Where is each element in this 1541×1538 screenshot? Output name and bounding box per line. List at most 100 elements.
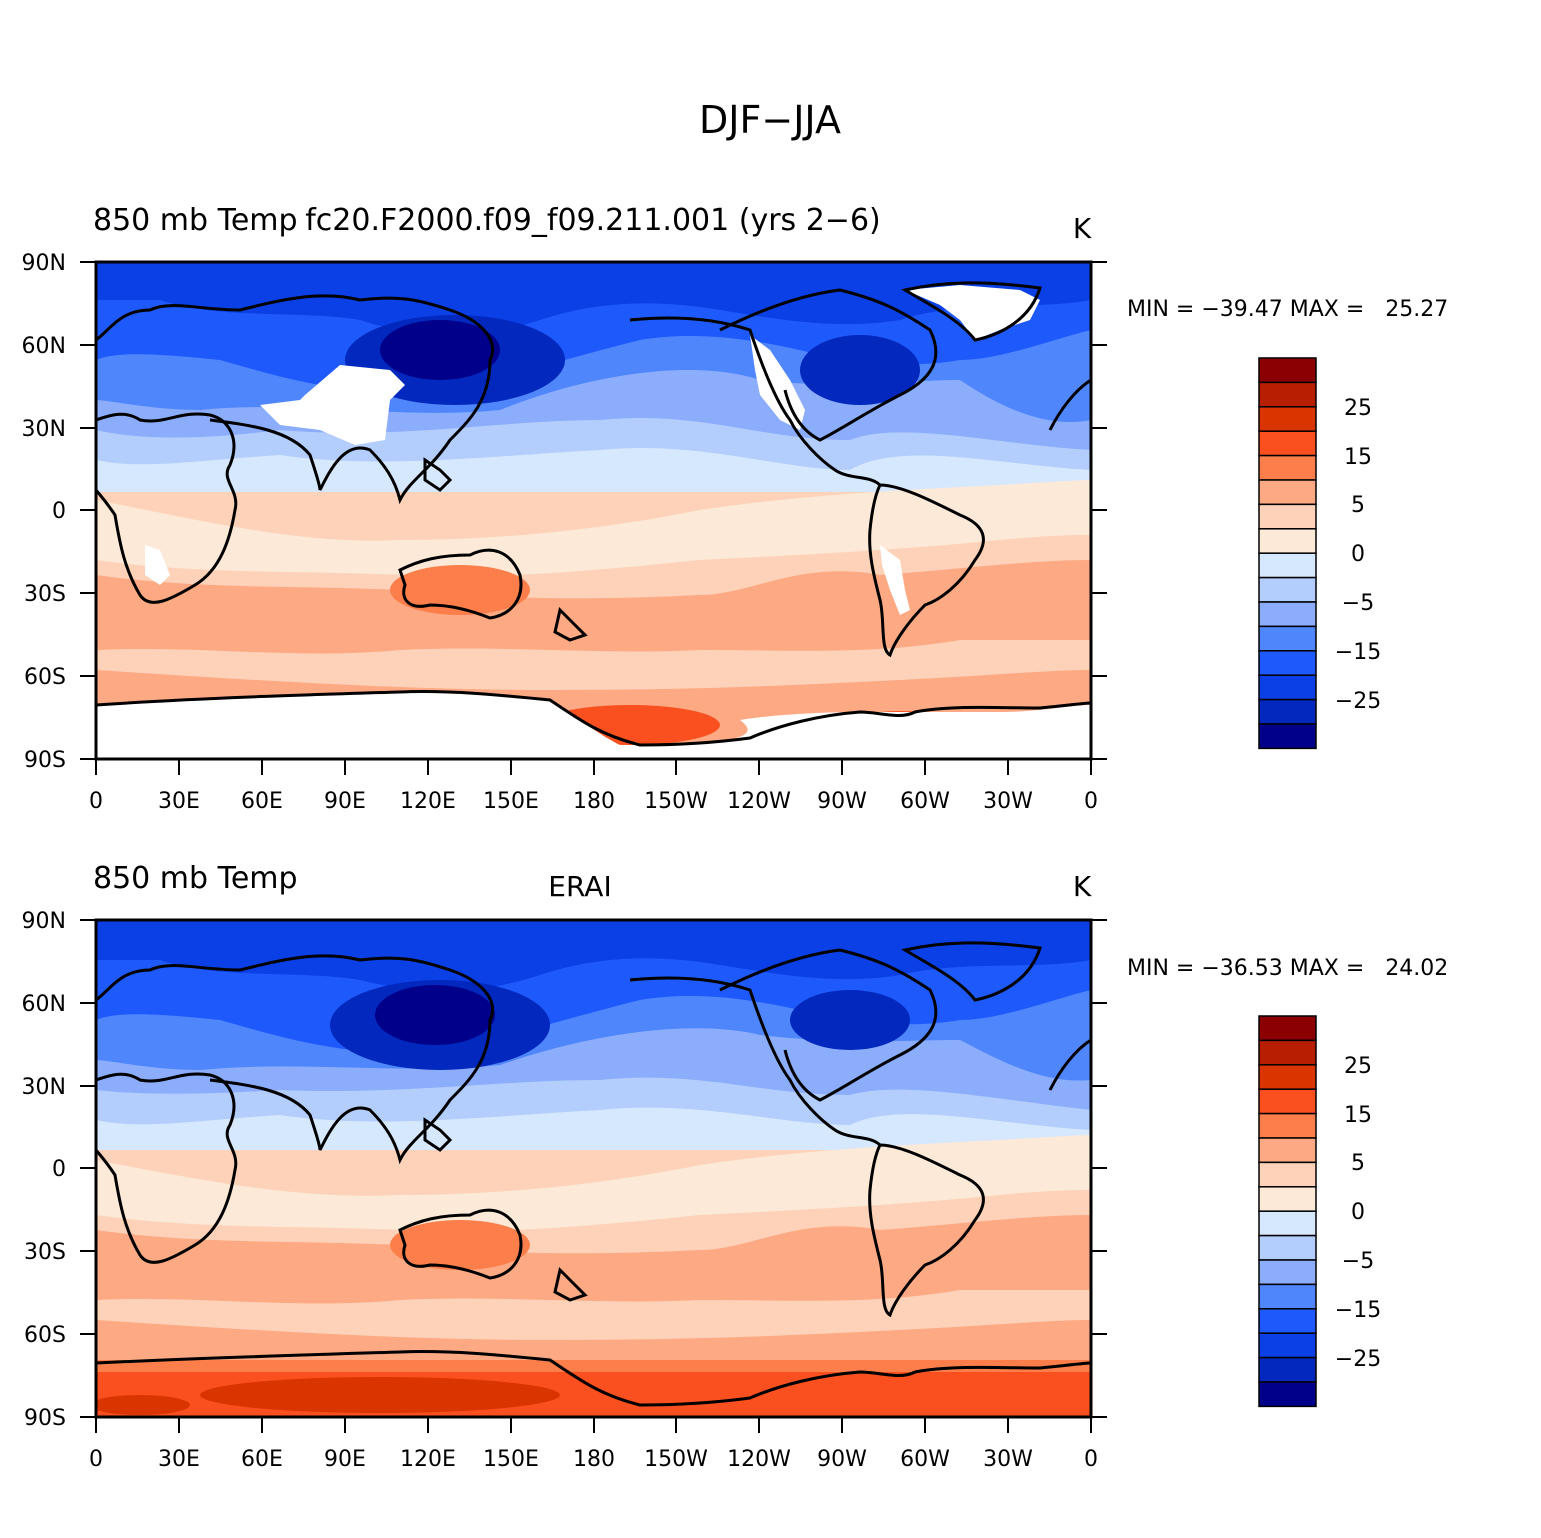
coastlines <box>96 941 1091 1407</box>
lon-label: 0 <box>1084 789 1098 814</box>
frame-ticks <box>80 919 1107 1433</box>
lat-label: 60N <box>22 992 66 1017</box>
panel-model: 850 mb Temp fc20.F2000.f09_f09.211.001 (… <box>22 203 1449 814</box>
lat-label: 0 <box>52 1157 66 1182</box>
lat-label: 30N <box>22 1075 66 1100</box>
lat-label: 90N <box>22 909 66 934</box>
colorbar-swatch <box>1258 1210 1317 1237</box>
lon-label: 150E <box>483 789 539 814</box>
lat-tick-labels: 90N 60N 30N 0 30S 60S 90S <box>22 251 66 773</box>
panel-left-title: 850 mb Temp <box>93 203 298 238</box>
colorbar-swatch <box>1258 503 1317 530</box>
lon-label: 60W <box>900 1447 950 1472</box>
lat-tick-labels: 90N 60N 30N 0 30S 60S 90S <box>22 909 66 1431</box>
colorbar-swatch <box>1258 576 1317 603</box>
colorbar-swatch <box>1258 528 1317 554</box>
lon-label: 60W <box>900 789 950 814</box>
lon-label: 90E <box>324 789 366 814</box>
colorbar-swatch <box>1258 1039 1317 1066</box>
lat-label: 90N <box>22 251 66 276</box>
lon-label: 90W <box>817 1447 867 1472</box>
lon-label: 120E <box>400 1447 456 1472</box>
colorbar-swatch <box>1258 1259 1317 1286</box>
lon-label: 30W <box>983 789 1033 814</box>
colorbar-swatch <box>1258 650 1317 676</box>
lat-label: 0 <box>52 499 66 524</box>
colorbar-labels: 25 15 5 0 −5 −15 −25 <box>1335 396 1381 714</box>
figure-title: DJF−JJA <box>699 98 841 142</box>
lon-label: 120E <box>400 789 456 814</box>
lon-label: 180 <box>573 1447 615 1472</box>
lon-label: 120W <box>727 789 791 814</box>
panel-erai: 850 mb Temp ERAI K <box>22 861 1449 1472</box>
colorbar-label: −25 <box>1335 1347 1381 1372</box>
panel-center-title: ERAI <box>548 870 611 903</box>
colorbar-swatch <box>1258 1015 1317 1042</box>
colorbar-swatch <box>1258 1332 1317 1359</box>
colorbar-swatch <box>1258 1283 1317 1310</box>
lon-label: 60E <box>241 1447 283 1472</box>
frame-ticks <box>80 261 1107 775</box>
colorbar <box>1258 1015 1317 1408</box>
colorbar-label: −25 <box>1335 689 1381 714</box>
lon-label: 0 <box>1084 1447 1098 1472</box>
lon-label: 150W <box>644 1447 708 1472</box>
lon-label: 150W <box>644 789 708 814</box>
lat-label: 90S <box>24 748 66 773</box>
colorbar-swatch <box>1258 674 1317 701</box>
lon-label: 30W <box>983 1447 1033 1472</box>
panel-units: K <box>1073 870 1092 903</box>
lon-label: 90E <box>324 1447 366 1472</box>
lon-label: 60E <box>241 789 283 814</box>
colorbar-swatch <box>1258 625 1317 652</box>
colorbar-swatch <box>1258 1064 1317 1090</box>
colorbar-swatch <box>1258 1088 1317 1115</box>
colorbar-swatch <box>1258 1308 1317 1334</box>
colorbar-label: −5 <box>1342 1249 1374 1274</box>
colorbar-label: 25 <box>1344 1054 1372 1079</box>
min-max-stats: MIN = −36.53 MAX = 24.02 <box>1127 956 1448 981</box>
colorbar-label: 5 <box>1351 493 1365 518</box>
lon-label: 90W <box>817 789 867 814</box>
colorbar-labels: 25 15 5 0 −5 −15 −25 <box>1335 1054 1381 1372</box>
colorbar-swatch <box>1258 430 1317 457</box>
lon-label: 120W <box>727 1447 791 1472</box>
colorbar-swatch <box>1258 1112 1317 1139</box>
colorbar-label: 0 <box>1351 542 1365 567</box>
lat-label: 90S <box>24 1406 66 1431</box>
map-field <box>96 920 1091 1417</box>
colorbar-swatch <box>1258 406 1317 432</box>
lon-label: 180 <box>573 789 615 814</box>
lat-label: 30N <box>22 417 66 442</box>
min-max-stats: MIN = −39.47 MAX = 25.27 <box>1127 297 1448 322</box>
panel-left-title: 850 mb Temp <box>93 861 298 896</box>
colorbar-label: −5 <box>1342 591 1374 616</box>
colorbar <box>1258 357 1317 750</box>
coastlines <box>96 281 1091 747</box>
lon-tick-labels: 0 30E 60E 90E 120E 150E 180 150W 120W 90… <box>89 1447 1098 1472</box>
lon-label: 30E <box>158 1447 200 1472</box>
colorbar-swatch <box>1258 1137 1317 1164</box>
lon-label: 0 <box>89 1447 103 1472</box>
lon-label: 150E <box>483 1447 539 1472</box>
panel-center-title: fc20.F2000.f09_f09.211.001 (yrs 2−6) <box>305 203 880 238</box>
colorbar-swatch <box>1258 552 1317 579</box>
colorbar-swatch <box>1258 1356 1317 1383</box>
colorbar-label: 15 <box>1344 445 1372 470</box>
colorbar-label: 15 <box>1344 1103 1372 1128</box>
lat-label: 60S <box>24 665 66 690</box>
colorbar-swatch <box>1258 698 1317 725</box>
colorbar-swatch <box>1258 381 1317 408</box>
colorbar-swatch <box>1258 601 1317 628</box>
colorbar-swatch <box>1258 1234 1317 1261</box>
colorbar-label: 5 <box>1351 1151 1365 1176</box>
lat-label: 60N <box>22 334 66 359</box>
map-field <box>96 262 1091 759</box>
colorbar-label: −15 <box>1335 1298 1381 1323</box>
panel-units: K <box>1073 212 1092 245</box>
colorbar-swatch <box>1258 1186 1317 1212</box>
colorbar-swatch <box>1258 454 1317 481</box>
colorbar-label: −15 <box>1335 640 1381 665</box>
lat-label: 30S <box>24 1240 66 1265</box>
